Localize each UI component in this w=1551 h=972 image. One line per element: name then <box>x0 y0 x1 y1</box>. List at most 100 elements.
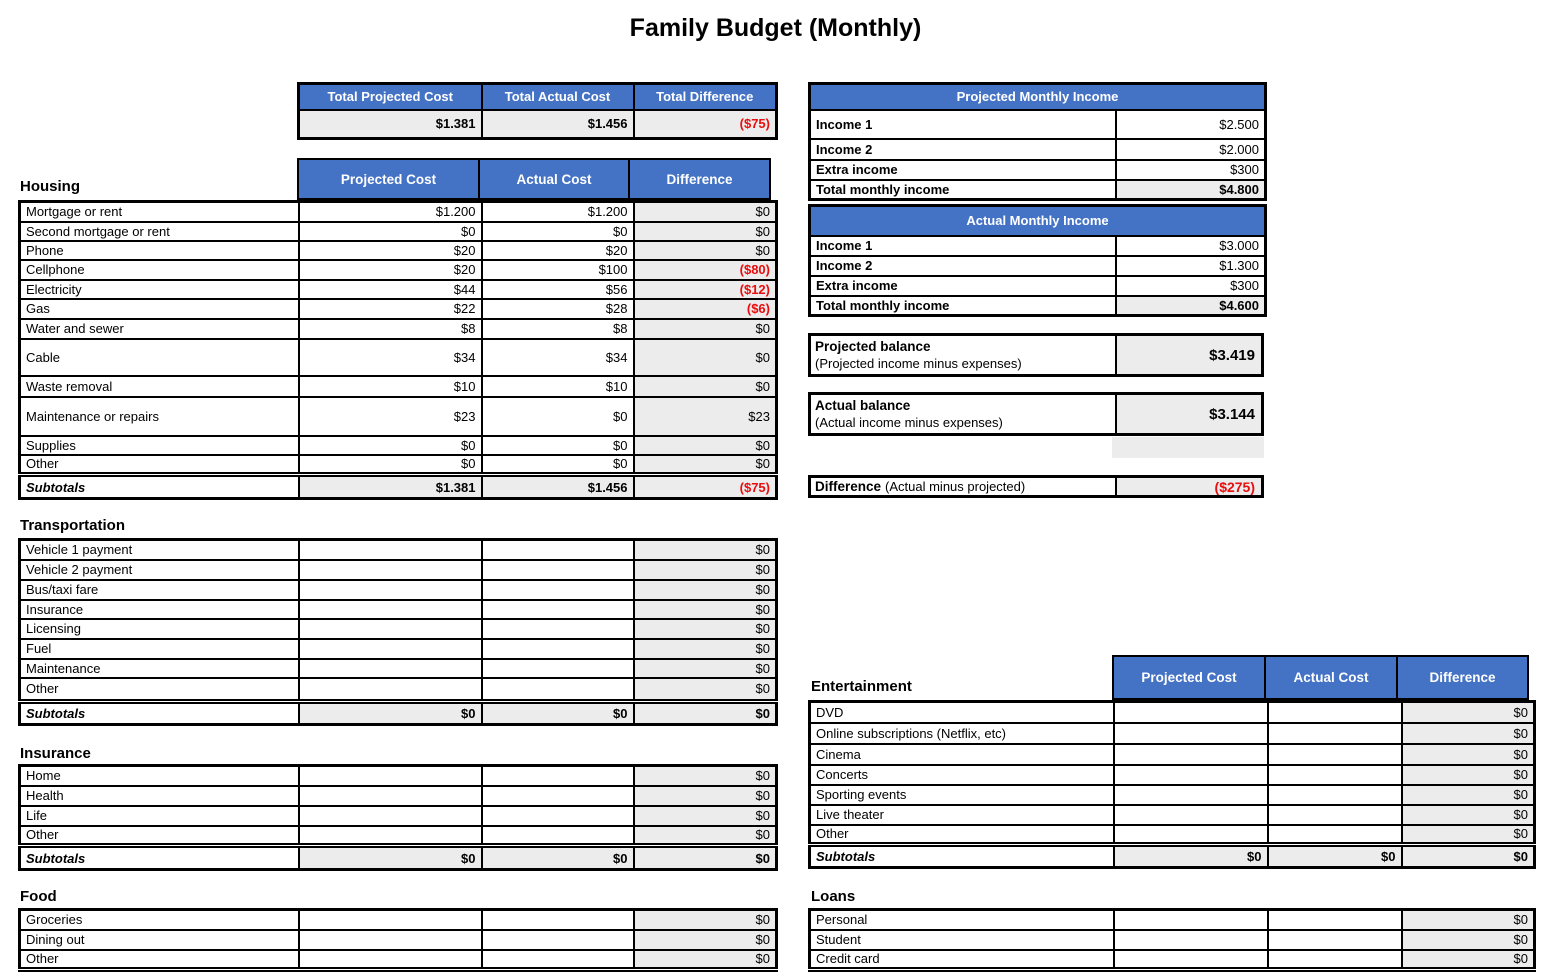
insurance-difference: $0 <box>632 784 778 807</box>
loans-row-2: Credit card $0 <box>808 948 1536 971</box>
housing-projected-cost: $10 <box>297 374 483 398</box>
housing-actual-cost: $10 <box>480 374 635 398</box>
actual-income-value: $3.000 <box>1114 234 1267 257</box>
transportation-projected-cost <box>297 676 483 703</box>
insurance-subtotals-label: Subtotals <box>18 843 300 871</box>
transportation-section-title: Transportation <box>20 517 126 534</box>
entertainment-label: Live theater <box>808 803 1115 826</box>
housing-subtotals-actual: $1.456 <box>480 472 635 500</box>
entertainment-projected-cost <box>1112 783 1269 806</box>
actual-balance-title: Actual balance <box>815 398 911 413</box>
transportation-label: Insurance <box>18 598 300 620</box>
entertainment-label: Other <box>808 823 1115 846</box>
transportation-difference: $0 <box>632 637 778 660</box>
food-difference: $0 <box>632 948 778 971</box>
housing-row-1: Second mortgage or rent $0 $0 $0 <box>18 220 778 242</box>
entertainment-row-2: Cinema $0 <box>808 742 1536 766</box>
actual-income-value: $4.600 <box>1114 294 1267 317</box>
food-label: Groceries <box>18 908 300 931</box>
summary-header-row: Total Projected Cost Total Actual Cost T… <box>297 82 778 111</box>
housing-difference: $0 <box>632 200 778 223</box>
loans-projected-cost <box>1112 948 1269 971</box>
housing-difference: $0 <box>632 453 778 476</box>
transportation-projected-cost <box>297 598 483 620</box>
housing-projected-cost: $20 <box>297 258 483 281</box>
page-title: Family Budget (Monthly) <box>629 14 922 42</box>
housing-row-5: Gas $22 $28 ($6) <box>18 297 778 320</box>
insurance-projected-cost <box>297 784 483 807</box>
housing-row-4: Electricity $44 $56 ($12) <box>18 278 778 300</box>
entertainment-col-projected-cost: Projected Cost <box>1112 655 1266 700</box>
housing-label: Gas <box>18 297 300 320</box>
income-difference-box: Difference (Actual minus projected) ($27… <box>808 475 1264 498</box>
transportation-row-2: Bus/taxi fare $0 <box>18 578 778 601</box>
housing-projected-cost: $23 <box>297 395 483 437</box>
transportation-difference: $0 <box>632 538 778 561</box>
housing-actual-cost: $100 <box>480 258 635 281</box>
housing-row-6: Water and sewer $8 $8 $0 <box>18 317 778 340</box>
transportation-row-6: Maintenance $0 <box>18 657 778 679</box>
loans-projected-cost <box>1112 928 1269 951</box>
entertainment-subtotals-difference: $0 <box>1400 842 1536 869</box>
entertainment-difference: $0 <box>1400 803 1536 826</box>
projected-income-label: Income 1 <box>808 108 1117 140</box>
projected-income-value: $4.800 <box>1114 178 1267 201</box>
actual-balance-subtitle: (Actual income minus expenses) <box>815 415 1003 430</box>
actual-income-label: Income 2 <box>808 254 1117 277</box>
entertainment-difference: $0 <box>1400 763 1536 786</box>
projected-income-value: $2.000 <box>1114 137 1267 161</box>
housing-difference: ($80) <box>632 258 778 281</box>
entertainment-subtotals-projected: $0 <box>1112 842 1269 869</box>
insurance-difference: $0 <box>632 824 778 847</box>
food-row-2: Other $0 <box>18 948 778 971</box>
housing-row-2: Phone $20 $20 $0 <box>18 239 778 261</box>
transportation-row-7: Other $0 <box>18 676 778 703</box>
actual-balance-box: Actual balance (Actual income minus expe… <box>808 392 1264 436</box>
insurance-projected-cost <box>297 804 483 827</box>
housing-label: Maintenance or repairs <box>18 395 300 437</box>
entertainment-subtotals-label: Subtotals <box>808 842 1115 869</box>
entertainment-actual-cost <box>1266 721 1403 745</box>
projected-income-row-3: Total monthly income $4.800 <box>808 178 1267 201</box>
entertainment-subtotals-actual: $0 <box>1266 842 1403 869</box>
transportation-row-0: Vehicle 1 payment $0 <box>18 538 778 561</box>
insurance-actual-cost <box>480 764 635 787</box>
income-difference-title: Difference <box>815 479 882 494</box>
transportation-actual-cost <box>480 558 635 581</box>
projected-income-label: Income 2 <box>808 137 1117 161</box>
actual-income-label: Income 1 <box>808 234 1117 257</box>
actual-balance-value: $3.144 <box>1117 395 1261 433</box>
housing-actual-cost: $28 <box>480 297 635 320</box>
housing-label: Cable <box>18 337 300 377</box>
actual-income-row-3: Total monthly income $4.600 <box>808 294 1267 317</box>
entertainment-header-strip: Projected Cost Actual Cost Difference <box>1112 655 1529 700</box>
summary-header-total-actual: Total Actual Cost <box>480 82 635 111</box>
housing-label: Phone <box>18 239 300 261</box>
transportation-difference: $0 <box>632 617 778 640</box>
transportation-actual-cost <box>480 578 635 601</box>
food-label: Dining out <box>18 928 300 951</box>
projected-income-label: Total monthly income <box>808 178 1117 201</box>
entertainment-projected-cost <box>1112 721 1269 745</box>
housing-label: Waste removal <box>18 374 300 398</box>
actual-income-header-row: Actual Monthly Income <box>808 204 1267 237</box>
entertainment-label: DVD <box>808 700 1115 724</box>
housing-col-difference: Difference <box>628 158 771 200</box>
transportation-row-3: Insurance $0 <box>18 598 778 620</box>
loans-difference: $0 <box>1400 908 1536 931</box>
food-projected-cost <box>297 948 483 971</box>
projected-balance-subtitle: (Projected income minus expenses) <box>815 356 1022 371</box>
housing-projected-cost: $20 <box>297 239 483 261</box>
housing-actual-cost: $8 <box>480 317 635 340</box>
transportation-difference: $0 <box>632 657 778 679</box>
transportation-subtotals-label: Subtotals <box>18 699 300 726</box>
loans-actual-cost <box>1266 908 1403 931</box>
housing-subtotals-difference: ($75) <box>632 472 778 500</box>
loans-projected-cost <box>1112 908 1269 931</box>
entertainment-col-difference: Difference <box>1396 655 1529 700</box>
housing-actual-cost: $20 <box>480 239 635 261</box>
housing-section-title: Housing <box>20 178 80 195</box>
transportation-label: Maintenance <box>18 657 300 679</box>
entertainment-projected-cost <box>1112 742 1269 766</box>
shaded-cell <box>1112 437 1264 458</box>
